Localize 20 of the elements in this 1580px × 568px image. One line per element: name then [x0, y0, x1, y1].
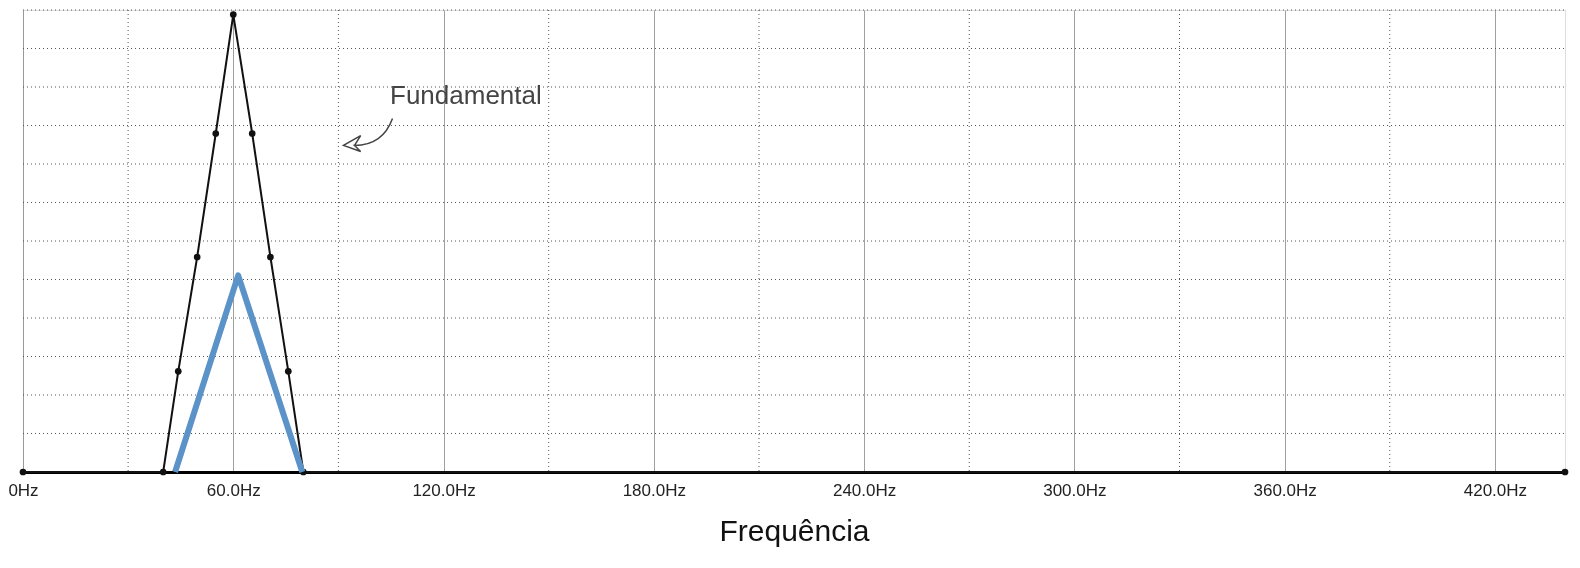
x-tick-label: 420.0Hz	[1463, 480, 1528, 500]
point	[174, 368, 182, 375]
x-tick-label: 300.0Hz	[1043, 480, 1107, 500]
point	[193, 253, 201, 261]
point	[267, 253, 274, 261]
point	[159, 468, 167, 476]
x-tick-label: 240.0Hz	[832, 480, 897, 500]
x-tick-label: 120.0Hz	[412, 480, 476, 500]
x-tick-label: 0Hz	[8, 480, 39, 500]
point	[248, 130, 256, 137]
x-tick-label: 60.0Hz	[206, 480, 261, 500]
point	[212, 130, 220, 137]
point	[229, 11, 237, 18]
point	[284, 368, 292, 375]
point	[19, 468, 27, 476]
annotation: Fundamental	[390, 80, 542, 110]
point	[1561, 468, 1569, 476]
x-tick-label: 180.0Hz	[622, 480, 686, 500]
x-axis-title: Frequência	[719, 513, 870, 547]
x-tick-label: 360.0Hz	[1253, 480, 1317, 500]
